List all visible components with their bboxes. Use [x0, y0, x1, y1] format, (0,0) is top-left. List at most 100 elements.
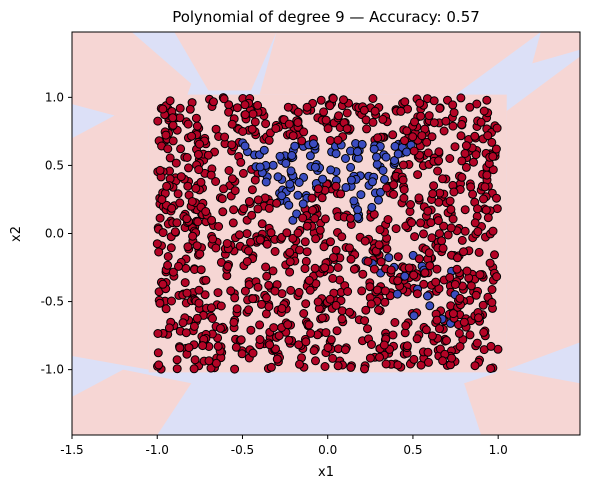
point-class-1 — [286, 285, 296, 295]
point-class-1 — [153, 329, 163, 338]
point-class-1 — [423, 148, 433, 158]
point-class-1 — [365, 353, 375, 363]
point-class-1 — [307, 193, 317, 203]
point-class-1 — [361, 305, 371, 315]
point-class-1 — [472, 338, 482, 348]
point-class-1 — [299, 127, 309, 137]
point-class-1 — [417, 131, 427, 141]
point-class-0 — [374, 195, 383, 205]
point-class-1 — [232, 103, 242, 113]
point-class-1 — [201, 207, 211, 216]
point-class-1 — [367, 340, 376, 349]
point-class-1 — [448, 309, 458, 319]
point-class-1 — [214, 222, 224, 231]
point-class-1 — [171, 158, 181, 168]
point-class-1 — [302, 221, 312, 231]
point-class-1 — [421, 325, 431, 335]
point-class-1 — [375, 225, 385, 235]
point-class-1 — [390, 318, 400, 327]
point-class-0 — [293, 190, 303, 200]
point-class-0 — [331, 149, 341, 159]
y-axis-ticks: -1.0 -0.5 0.0 0.5 1.0 — [41, 90, 72, 377]
point-class-1 — [209, 97, 218, 107]
point-class-1 — [447, 353, 457, 363]
point-class-1 — [437, 236, 447, 246]
point-class-1 — [228, 218, 238, 228]
point-class-1 — [316, 95, 326, 105]
point-class-1 — [399, 185, 409, 195]
point-class-1 — [253, 100, 263, 110]
point-class-1 — [293, 228, 303, 238]
point-class-1 — [473, 204, 482, 214]
point-class-1 — [381, 359, 391, 369]
point-class-1 — [305, 285, 315, 295]
point-class-1 — [487, 298, 497, 307]
x-axis-label: x1 — [318, 465, 334, 480]
y-tick-label: 1.0 — [45, 90, 64, 104]
point-class-1 — [365, 282, 375, 292]
point-class-1 — [320, 214, 330, 224]
point-class-1 — [409, 354, 419, 364]
point-class-1 — [486, 364, 496, 373]
point-class-1 — [429, 96, 439, 106]
point-class-1 — [473, 227, 483, 236]
point-class-1 — [208, 314, 217, 323]
point-class-1 — [293, 118, 303, 127]
point-class-0 — [277, 191, 287, 201]
point-class-1 — [211, 177, 221, 186]
point-class-0 — [261, 177, 271, 187]
point-class-1 — [191, 113, 201, 123]
point-class-1 — [220, 132, 230, 142]
point-class-1 — [363, 324, 372, 334]
point-class-1 — [194, 165, 204, 175]
point-class-1 — [299, 309, 309, 318]
point-class-1 — [242, 229, 252, 239]
point-class-1 — [474, 313, 483, 323]
point-class-1 — [457, 120, 467, 129]
point-class-1 — [247, 124, 257, 134]
point-class-1 — [426, 218, 436, 228]
point-class-1 — [182, 214, 192, 224]
point-class-1 — [219, 184, 228, 194]
point-class-1 — [244, 305, 254, 315]
point-class-1 — [412, 334, 422, 344]
point-class-1 — [434, 156, 444, 166]
point-class-1 — [188, 231, 198, 241]
point-class-0 — [393, 149, 403, 159]
point-class-1 — [358, 269, 368, 279]
point-class-1 — [248, 109, 258, 119]
point-class-1 — [402, 341, 412, 351]
point-class-1 — [184, 163, 193, 173]
point-class-1 — [435, 324, 444, 334]
point-class-1 — [370, 106, 380, 116]
point-class-1 — [182, 288, 192, 298]
point-class-1 — [448, 214, 458, 224]
point-class-1 — [482, 95, 492, 105]
point-class-1 — [374, 240, 384, 250]
point-class-1 — [428, 189, 438, 199]
point-class-1 — [331, 245, 341, 255]
point-class-1 — [264, 302, 274, 312]
point-class-1 — [200, 290, 210, 300]
point-class-1 — [222, 239, 232, 248]
point-class-0 — [341, 154, 350, 163]
point-class-1 — [246, 237, 255, 247]
point-class-1 — [445, 273, 455, 282]
point-class-1 — [196, 265, 206, 275]
point-class-1 — [248, 348, 258, 358]
y-tick-label: -1.0 — [41, 363, 64, 377]
point-class-0 — [326, 165, 336, 175]
point-class-0 — [372, 152, 381, 162]
point-class-1 — [466, 281, 476, 291]
decision-region-class-1 — [506, 56, 580, 370]
point-class-1 — [189, 364, 199, 374]
point-class-1 — [380, 286, 390, 296]
point-class-1 — [459, 317, 469, 327]
point-class-1 — [175, 343, 185, 353]
point-class-1 — [460, 149, 470, 158]
point-class-1 — [183, 119, 193, 129]
point-class-1 — [424, 248, 434, 258]
point-class-1 — [172, 218, 182, 228]
point-class-1 — [366, 299, 376, 309]
point-class-1 — [183, 242, 193, 252]
